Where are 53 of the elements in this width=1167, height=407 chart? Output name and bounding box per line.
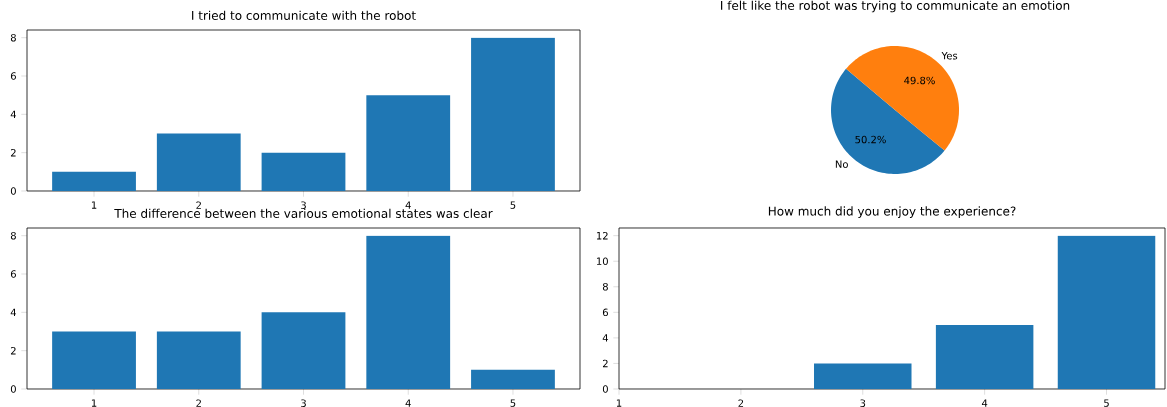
y-tick-label: 10 bbox=[596, 257, 608, 266]
x-tick-label: 5 bbox=[510, 201, 516, 209]
bar bbox=[156, 133, 241, 191]
bar bbox=[366, 235, 451, 389]
x-tick-label: 4 bbox=[405, 201, 411, 209]
bar bbox=[261, 152, 346, 191]
slice-label: Yes bbox=[941, 52, 958, 60]
y-tick-label: 0 bbox=[602, 385, 608, 393]
y-tick-label: 4 bbox=[10, 110, 17, 118]
bar bbox=[52, 171, 136, 191]
x-tick-label: 1 bbox=[616, 399, 622, 407]
y-tick-label: 6 bbox=[10, 270, 16, 278]
bar bbox=[52, 331, 136, 389]
y-tick-label: 0 bbox=[10, 385, 16, 393]
chart-title: The difference between the various emotional states was clear bbox=[114, 208, 493, 218]
x-tick-label: 3 bbox=[301, 399, 306, 407]
x-tick-label: 2 bbox=[196, 201, 201, 209]
bar bbox=[261, 312, 346, 389]
x-tick-label: 3 bbox=[301, 201, 306, 209]
bar bbox=[814, 363, 912, 389]
y-tick-label: 8 bbox=[602, 282, 608, 291]
bar bbox=[471, 369, 555, 389]
x-tick-label: 3 bbox=[860, 399, 866, 407]
x-tick-label: 2 bbox=[196, 399, 201, 407]
y-tick-label: 6 bbox=[602, 308, 608, 317]
y-tick-label: 2 bbox=[10, 148, 16, 157]
y-tick-label: 0 bbox=[10, 187, 16, 195]
bar bbox=[156, 331, 241, 389]
data-label: 49.8% bbox=[904, 76, 935, 85]
chart-title: How much did you enjoy the experience? bbox=[768, 206, 1016, 218]
bar bbox=[471, 37, 555, 191]
x-tick-label: 5 bbox=[510, 399, 516, 407]
y-tick-label: 2 bbox=[602, 359, 608, 368]
y-tick-label: 4 bbox=[10, 308, 17, 316]
x-tick-label: 4 bbox=[981, 399, 988, 407]
x-tick-label: 5 bbox=[1104, 399, 1109, 407]
y-tick-label: 8 bbox=[10, 231, 16, 240]
y-tick-label: 2 bbox=[10, 346, 16, 355]
chart-title: I tried to communicate with the robot bbox=[192, 10, 416, 20]
bar bbox=[1057, 235, 1156, 389]
y-tick-label: 6 bbox=[10, 72, 16, 80]
y-tick-label: 4 bbox=[602, 334, 609, 342]
slice-label: No bbox=[835, 160, 848, 168]
x-tick-label: 1 bbox=[91, 201, 97, 209]
bar bbox=[935, 325, 1034, 389]
y-tick-label: 12 bbox=[596, 231, 608, 240]
chart-title: I felt like the robot was trying to communicate an emotion bbox=[721, 0, 1070, 13]
x-tick-label: 4 bbox=[405, 399, 411, 407]
bar bbox=[366, 95, 451, 191]
x-tick-label: 1 bbox=[91, 399, 97, 407]
data-label: 50.2% bbox=[855, 135, 886, 144]
x-tick-label: 2 bbox=[738, 399, 744, 407]
y-tick-label: 8 bbox=[10, 33, 16, 42]
